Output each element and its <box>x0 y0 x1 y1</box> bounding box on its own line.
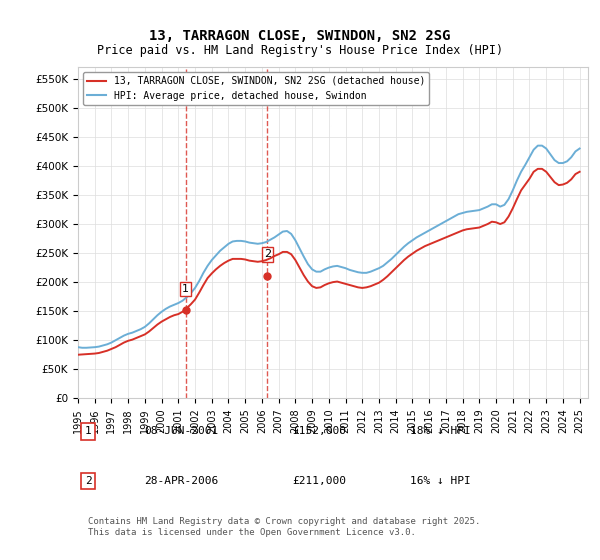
Text: £152,000: £152,000 <box>292 426 346 436</box>
Text: 2: 2 <box>85 476 92 486</box>
Text: 18% ↓ HPI: 18% ↓ HPI <box>409 426 470 436</box>
Text: £211,000: £211,000 <box>292 476 346 486</box>
Text: 16% ↓ HPI: 16% ↓ HPI <box>409 476 470 486</box>
Text: 28-APR-2006: 28-APR-2006 <box>145 476 218 486</box>
Text: 13, TARRAGON CLOSE, SWINDON, SN2 2SG: 13, TARRAGON CLOSE, SWINDON, SN2 2SG <box>149 29 451 44</box>
Legend: 13, TARRAGON CLOSE, SWINDON, SN2 2SG (detached house), HPI: Average price, detac: 13, TARRAGON CLOSE, SWINDON, SN2 2SG (de… <box>83 72 429 105</box>
Text: 1: 1 <box>85 426 92 436</box>
Text: 2: 2 <box>264 249 271 259</box>
Text: 1: 1 <box>182 284 189 294</box>
Text: Contains HM Land Registry data © Crown copyright and database right 2025.
This d: Contains HM Land Registry data © Crown c… <box>88 517 481 537</box>
Text: 08-JUN-2001: 08-JUN-2001 <box>145 426 218 436</box>
Text: Price paid vs. HM Land Registry's House Price Index (HPI): Price paid vs. HM Land Registry's House … <box>97 44 503 57</box>
